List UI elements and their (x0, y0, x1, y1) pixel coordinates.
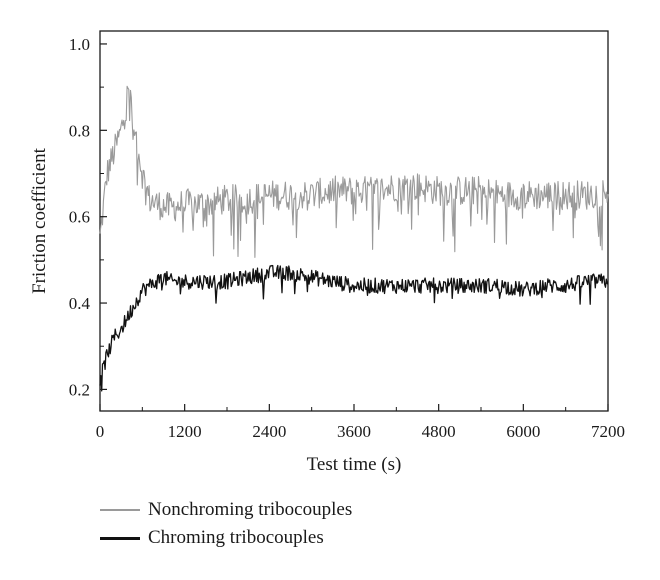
y-tick-label: 0.4 (69, 294, 91, 313)
legend: Nonchroming tribocouples Chroming triboc… (100, 496, 352, 552)
legend-swatch-chroming (100, 536, 140, 540)
legend-swatch-nonchroming (100, 509, 140, 511)
legend-label-chroming: Chroming tribocouples (148, 527, 324, 548)
friction-chart: 0 1200 2400 3600 4800 6000 7200 0.2 0.4 0.6 0.8 1.0… (29, 30, 625, 475)
ticks-layer: 0 1200 2400 3600 4800 6000 7200 0.2 0.4 0.6 0.8 1.0 (69, 35, 625, 441)
x-tick-label: 4800 (422, 422, 456, 441)
y-tick-label: 0.6 (69, 208, 90, 227)
legend-label-nonchroming: Nonchroming tribocouples (148, 499, 353, 520)
series-layer (99, 85, 609, 392)
y-tick-label: 0.8 (69, 121, 90, 140)
x-tick-label: 6000 (506, 422, 540, 441)
series-line-nonchroming (99, 85, 609, 258)
x-tick-label: 3600 (337, 422, 371, 441)
x-tick-label: 0 (96, 422, 105, 441)
x-tick-label: 7200 (591, 422, 625, 441)
series-line-chroming (99, 264, 609, 392)
y-tick-label: 0.2 (69, 380, 90, 399)
y-axis-title: Friction coefficient (29, 147, 50, 294)
x-tick-label: 1200 (168, 422, 202, 441)
x-axis-title: Test time (s) (307, 454, 402, 475)
plot-frame (99, 30, 609, 412)
legend-item-nonchroming: Nonchroming tribocouples (100, 496, 352, 524)
x-tick-label: 2400 (252, 422, 286, 441)
legend-item-chroming: Chroming tribocouples (100, 524, 352, 552)
y-tick-label: 1.0 (69, 35, 90, 54)
